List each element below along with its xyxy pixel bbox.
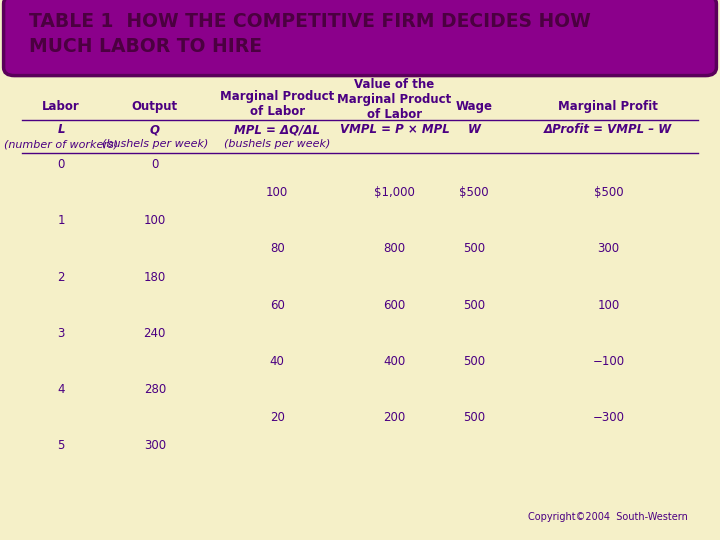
Text: MPL = ΔQ/ΔL: MPL = ΔQ/ΔL [234,123,320,136]
Text: 100: 100 [144,214,166,227]
Text: L: L [58,123,65,136]
Text: Q: Q [150,123,160,136]
Text: TABLE 1  HOW THE COMPETITIVE FIRM DECIDES HOW
MUCH LABOR TO HIRE: TABLE 1 HOW THE COMPETITIVE FIRM DECIDES… [29,12,590,56]
Text: 1: 1 [58,214,65,227]
Text: 500: 500 [463,355,485,368]
Text: 20: 20 [270,411,284,424]
Text: Marginal Profit: Marginal Profit [559,100,658,113]
Text: ΔProfit = VMPL – W: ΔProfit = VMPL – W [544,123,672,136]
Text: 4: 4 [58,383,65,396]
Text: Wage: Wage [455,100,492,113]
Text: 240: 240 [143,327,166,340]
Text: 500: 500 [463,411,485,424]
Text: 2: 2 [58,271,65,284]
Text: (number of workers): (number of workers) [4,139,118,149]
Text: 500: 500 [463,242,485,255]
Text: 5: 5 [58,439,65,452]
Text: 600: 600 [384,299,405,312]
Text: 100: 100 [598,299,619,312]
Text: $1,000: $1,000 [374,186,415,199]
Text: 0: 0 [58,158,65,171]
Text: $500: $500 [593,186,624,199]
Text: 0: 0 [151,158,158,171]
Text: Labor: Labor [42,100,80,113]
Text: (bushels per week): (bushels per week) [224,139,330,149]
Text: 300: 300 [144,439,166,452]
Text: Value of the
Marginal Product
of Labor: Value of the Marginal Product of Labor [338,78,451,121]
Text: −100: −100 [593,355,624,368]
Text: Marginal Product
of Labor: Marginal Product of Labor [220,90,334,118]
Text: −300: −300 [593,411,624,424]
Text: 400: 400 [384,355,405,368]
Text: VMPL = P × MPL: VMPL = P × MPL [340,123,449,136]
Text: 200: 200 [384,411,405,424]
Text: 80: 80 [270,242,284,255]
Text: Output: Output [132,100,178,113]
Text: 800: 800 [384,242,405,255]
Text: 280: 280 [144,383,166,396]
Text: 500: 500 [463,299,485,312]
Text: W: W [467,123,480,136]
Text: 60: 60 [270,299,284,312]
Text: 300: 300 [598,242,619,255]
Text: (bushels per week): (bushels per week) [102,139,208,149]
Text: 3: 3 [58,327,65,340]
Text: 40: 40 [270,355,284,368]
Text: Copyright©2004  South-Western: Copyright©2004 South-Western [528,512,688,522]
Text: 180: 180 [144,271,166,284]
Text: $500: $500 [459,186,489,199]
Text: 100: 100 [266,186,288,199]
